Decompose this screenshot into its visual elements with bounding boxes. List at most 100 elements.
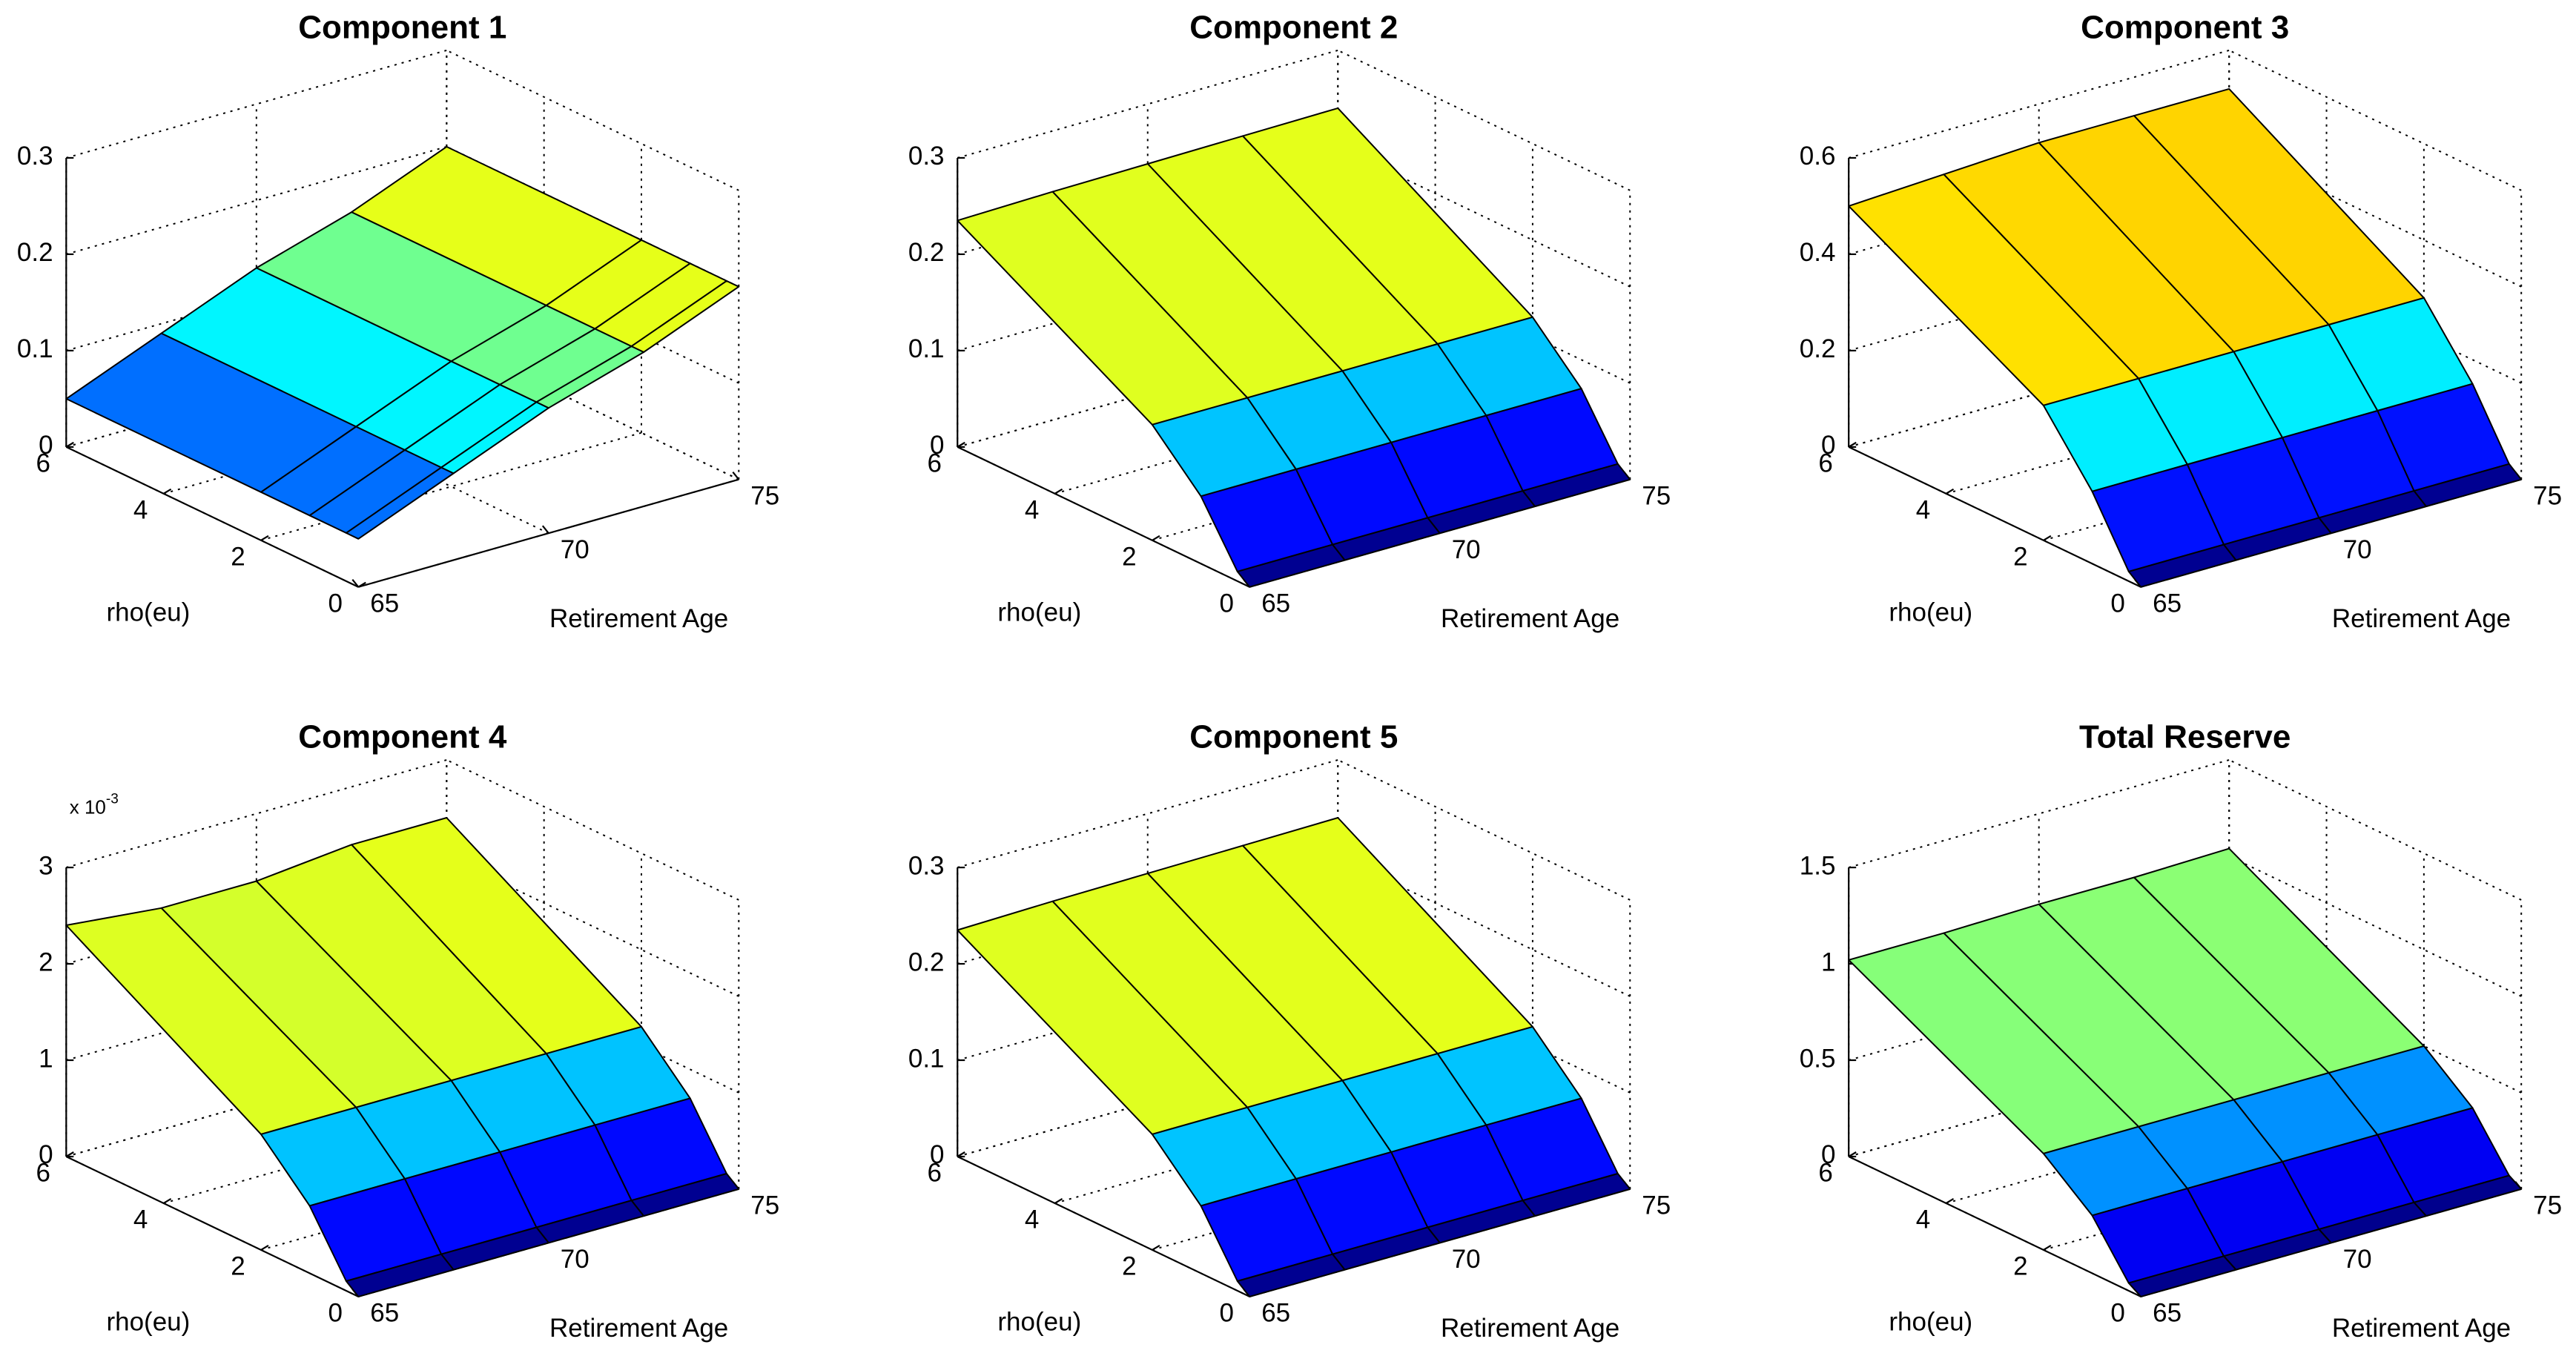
z-tick-label: 0 <box>39 1140 53 1169</box>
grid-line <box>2228 49 2522 191</box>
x-tick-label: 75 <box>1642 481 1671 510</box>
grid-line <box>1337 49 1631 191</box>
y-tick-label: 4 <box>1916 495 1930 524</box>
z-tick-label: 0.2 <box>908 238 945 267</box>
z-tick-label: 0 <box>930 431 944 460</box>
z-tick-label: 0.4 <box>1800 238 1836 267</box>
x-tick <box>541 525 549 534</box>
subplot-title: Component 4 <box>298 719 507 755</box>
z-tick-label: 0.5 <box>1800 1044 1836 1073</box>
z-tick-label: 0.3 <box>908 851 945 880</box>
y-axis <box>1848 446 2141 588</box>
x-tick-label: 70 <box>561 1245 589 1274</box>
y-tick <box>260 535 269 541</box>
y-tick <box>357 581 366 588</box>
surface-face <box>345 466 455 540</box>
y-tick <box>65 441 74 448</box>
surface-face <box>2127 543 2237 588</box>
z-tick-label: 3 <box>39 851 53 880</box>
x-tick-label: 75 <box>1642 1191 1671 1220</box>
y-tick-label: 6 <box>1818 449 1832 477</box>
y-tick-label: 0 <box>328 589 343 618</box>
surface-face <box>1236 1253 1346 1297</box>
grid-line <box>446 242 739 384</box>
y-axis-label: rho(eu) <box>1889 1307 1972 1336</box>
y-tick-label: 6 <box>927 449 941 477</box>
y-axis-label: rho(eu) <box>997 1307 1081 1336</box>
y-tick-label: 0 <box>2110 589 2124 618</box>
y-tick-label: 2 <box>2013 1252 2027 1281</box>
grid-line <box>2228 242 2522 384</box>
y-tick-label: 6 <box>36 449 50 477</box>
y-axis <box>957 446 1250 588</box>
y-tick-label: 4 <box>133 495 148 524</box>
z-tick-label: 0.1 <box>908 334 945 363</box>
subplot-title: Component 5 <box>1189 719 1398 755</box>
grid-line <box>2228 856 2522 997</box>
grid-line <box>1337 759 1631 901</box>
subplot: Component 4 0 1 2 3 65 70 75 0 2 4 6 Retirement Age r… <box>36 719 780 1343</box>
y-tick <box>1152 535 1160 541</box>
subplot-title: Component 3 <box>2081 10 2289 46</box>
surface-face <box>345 1253 455 1297</box>
y-tick <box>1848 441 1857 448</box>
y-axis <box>1848 1156 2141 1297</box>
y-axis <box>65 446 359 588</box>
x-axis-label: Retirement Age <box>2332 1314 2511 1343</box>
grid-line <box>1337 242 1631 384</box>
subplot: Component 5 0 0.1 0.2 0.3 65 70 75 0 2 4 6 Retiremen… <box>908 719 1671 1343</box>
x-tick-label: 75 <box>750 481 779 510</box>
z-tick-label: 0.1 <box>908 1044 945 1073</box>
y-tick <box>260 1244 269 1251</box>
grid-line <box>446 338 739 480</box>
x-tick-label: 70 <box>561 535 589 564</box>
z-tick-label: 0 <box>1821 431 1835 460</box>
grid-line <box>66 49 447 159</box>
grid-line <box>1337 145 1631 288</box>
x-tick-label: 65 <box>370 589 399 618</box>
z-tick-label: 1.5 <box>1800 851 1836 880</box>
y-tick-label: 2 <box>1122 542 1136 571</box>
grid-line <box>2228 145 2522 288</box>
y-tick-label: 4 <box>133 1205 148 1234</box>
z-tick-label: 0 <box>39 431 53 460</box>
y-tick <box>1945 1198 1955 1204</box>
y-tick <box>163 488 172 495</box>
x-tick-label: 70 <box>1452 1245 1481 1274</box>
z-tick-label: 0.2 <box>908 947 945 976</box>
z-multiplier-exponent: -3 <box>106 791 119 807</box>
y-axis <box>65 1156 359 1297</box>
y-axis-label: rho(eu) <box>106 598 190 626</box>
y-tick <box>1848 1151 1857 1157</box>
surface-face <box>2127 1255 2237 1297</box>
grid-line <box>2228 952 2522 1094</box>
x-tick-label: 70 <box>1452 535 1481 564</box>
subplot-title: Component 2 <box>1189 10 1398 46</box>
y-tick-label: 2 <box>2013 542 2027 571</box>
z-tick-label: 0.2 <box>1800 334 1836 363</box>
grid-line <box>1337 856 1631 997</box>
z-multiplier: x 10-3 <box>70 791 119 818</box>
z-tick-label: 0 <box>1821 1140 1835 1169</box>
z-tick-label: 2 <box>39 947 53 976</box>
x-tick-label: 65 <box>1261 1298 1290 1327</box>
y-axis-label: rho(eu) <box>997 598 1081 626</box>
grid-line <box>446 759 739 901</box>
x-tick-label: 75 <box>750 1191 779 1220</box>
x-axis-label: Retirement Age <box>2332 604 2511 633</box>
x-axis-label: Retirement Age <box>549 604 728 633</box>
x-axis-label: Retirement Age <box>549 1314 728 1343</box>
y-tick-label: 6 <box>927 1159 941 1188</box>
x-tick-label: 65 <box>370 1298 399 1327</box>
y-tick <box>65 1151 74 1157</box>
subplot-title: Component 1 <box>298 10 506 46</box>
x-tick-label: 65 <box>1261 589 1290 618</box>
y-tick <box>1152 1244 1160 1251</box>
grid-line <box>446 856 739 997</box>
y-tick-label: 0 <box>1219 589 1233 618</box>
grid-line <box>1337 952 1631 1094</box>
y-tick-label: 6 <box>36 1159 50 1188</box>
y-tick-label: 0 <box>328 1298 343 1327</box>
